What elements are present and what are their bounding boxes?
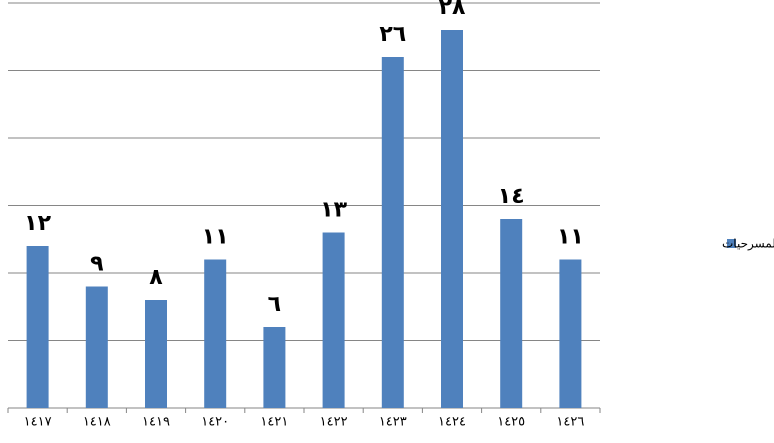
legend-swatch [727, 239, 736, 248]
value-label: ١٢ [24, 211, 51, 236]
value-label: ٢٨ [439, 0, 466, 20]
bar [441, 30, 463, 408]
x-tick-label: ١٤١٧ [24, 415, 52, 430]
value-label: ١١ [557, 225, 584, 250]
bar [26, 246, 49, 408]
value-label: ٩ [90, 252, 103, 277]
value-label: ٨ [149, 265, 163, 290]
x-tick-label: ١٤٢٢ [320, 415, 348, 430]
bar [204, 259, 227, 408]
x-tick-label: ١٤٢٣ [379, 415, 407, 430]
bar [263, 327, 286, 408]
x-tick-label: ١٤٢٠ [201, 415, 229, 430]
bar [322, 232, 345, 408]
legend-label: عدد المسرحيات [722, 237, 774, 252]
x-tick-label: ١٤١٨ [83, 415, 111, 430]
value-label: ٦ [268, 292, 281, 317]
value-label: ١٣ [320, 198, 347, 223]
bar [559, 259, 582, 408]
x-tick-label: ١٤٢٥ [497, 415, 525, 430]
x-tick-label: ١٤٢٦ [556, 415, 584, 430]
x-tick-label: ١٤٢٤ [438, 415, 466, 430]
x-tick-label: ١٤٢١ [260, 415, 288, 430]
value-label: ١٤ [498, 184, 525, 209]
value-label: ٢٦ [379, 22, 406, 47]
bar [85, 286, 108, 408]
bar [500, 219, 523, 408]
bar [381, 57, 404, 408]
value-label: ١١ [202, 225, 229, 250]
bar [145, 300, 167, 408]
x-tick-label: ١٤١٩ [142, 415, 170, 430]
